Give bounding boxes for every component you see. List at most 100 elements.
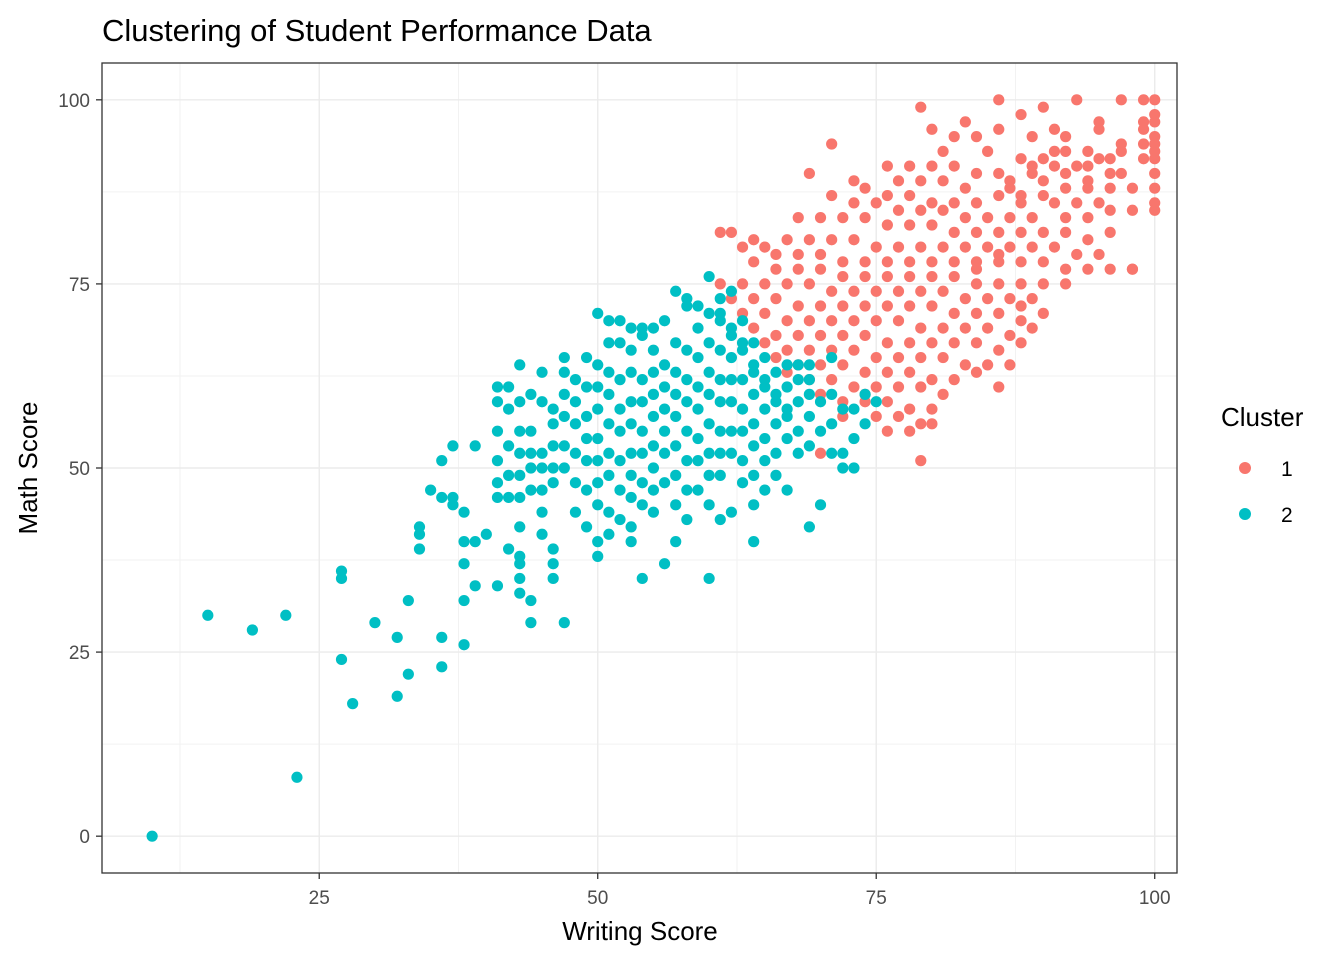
data-point	[915, 175, 927, 187]
data-point	[915, 381, 927, 393]
data-point	[603, 506, 615, 518]
data-point	[547, 440, 559, 452]
data-point	[514, 425, 526, 437]
data-point	[1004, 212, 1016, 224]
data-point	[647, 322, 660, 334]
data-point	[558, 351, 570, 364]
data-point	[948, 131, 960, 143]
data-point	[803, 167, 815, 180]
data-point	[536, 528, 548, 540]
data-point	[603, 528, 615, 540]
data-point	[748, 293, 760, 305]
data-point	[569, 374, 582, 386]
data-point	[1026, 160, 1038, 172]
data-point	[670, 388, 682, 400]
series-cluster-2	[146, 270, 882, 842]
data-point	[636, 447, 648, 459]
data-point	[792, 359, 804, 371]
data-point	[926, 403, 938, 415]
data-point	[603, 315, 615, 327]
data-point	[982, 293, 994, 305]
data-point	[703, 388, 715, 400]
data-point	[881, 189, 893, 202]
data-point	[814, 248, 827, 261]
data-point	[826, 234, 838, 246]
data-point	[904, 425, 916, 437]
data-point	[569, 447, 582, 459]
data-point	[1149, 116, 1161, 128]
data-point	[826, 189, 838, 202]
data-point	[592, 536, 604, 548]
data-point	[670, 285, 682, 297]
data-point	[1093, 153, 1105, 165]
data-point	[503, 403, 515, 415]
data-point	[915, 101, 927, 113]
data-point	[1126, 263, 1139, 275]
data-point	[1015, 108, 1027, 121]
data-point	[703, 572, 715, 585]
data-point	[881, 219, 893, 231]
legend: Cluster 1 2	[1221, 402, 1304, 527]
data-point	[848, 462, 860, 474]
data-point	[759, 455, 771, 467]
data-point	[436, 455, 448, 467]
data-point	[1037, 256, 1049, 268]
data-point	[647, 506, 660, 518]
data-point	[1015, 337, 1027, 349]
data-point	[1026, 241, 1038, 253]
data-point	[892, 410, 905, 423]
data-point	[748, 256, 760, 268]
data-point	[970, 278, 983, 290]
data-point	[770, 447, 782, 459]
data-point	[592, 455, 604, 467]
data-point	[1037, 175, 1049, 187]
data-point	[658, 477, 671, 489]
data-point	[725, 322, 738, 334]
data-point	[703, 270, 715, 283]
data-point	[937, 241, 949, 253]
data-point	[781, 432, 793, 445]
legend-label-cluster-1: 1	[1281, 458, 1293, 481]
data-point	[826, 138, 838, 150]
data-point	[714, 447, 726, 459]
data-point	[714, 469, 726, 481]
data-point	[770, 293, 782, 305]
data-point	[904, 300, 916, 312]
data-point	[970, 226, 983, 238]
data-point	[870, 241, 882, 253]
data-point	[970, 167, 983, 180]
data-point	[491, 491, 504, 504]
data-point	[291, 771, 303, 783]
data-point	[837, 329, 849, 342]
data-point	[525, 388, 537, 400]
data-point	[1071, 94, 1083, 106]
data-point	[1060, 263, 1072, 275]
data-point	[1060, 212, 1072, 224]
chart-title: Clustering of Student Performance Data	[102, 13, 652, 48]
data-point	[881, 337, 893, 349]
data-point	[1082, 160, 1094, 172]
data-point	[759, 307, 771, 319]
data-point	[959, 116, 971, 128]
data-point	[1026, 293, 1038, 305]
data-point	[1015, 256, 1027, 268]
data-point	[1082, 145, 1094, 157]
data-point	[759, 337, 771, 349]
data-point	[781, 234, 793, 246]
data-point	[1149, 204, 1161, 216]
data-point	[948, 270, 960, 283]
data-point	[1126, 204, 1139, 216]
data-point	[681, 293, 693, 305]
data-point	[714, 344, 726, 356]
data-point	[458, 506, 470, 518]
data-point	[714, 226, 726, 238]
data-point	[580, 381, 593, 393]
data-point	[993, 94, 1005, 106]
data-point	[725, 396, 738, 408]
data-point	[503, 491, 515, 504]
data-point	[614, 425, 626, 437]
data-point	[670, 536, 682, 548]
data-point	[614, 315, 626, 327]
data-point	[982, 359, 994, 371]
